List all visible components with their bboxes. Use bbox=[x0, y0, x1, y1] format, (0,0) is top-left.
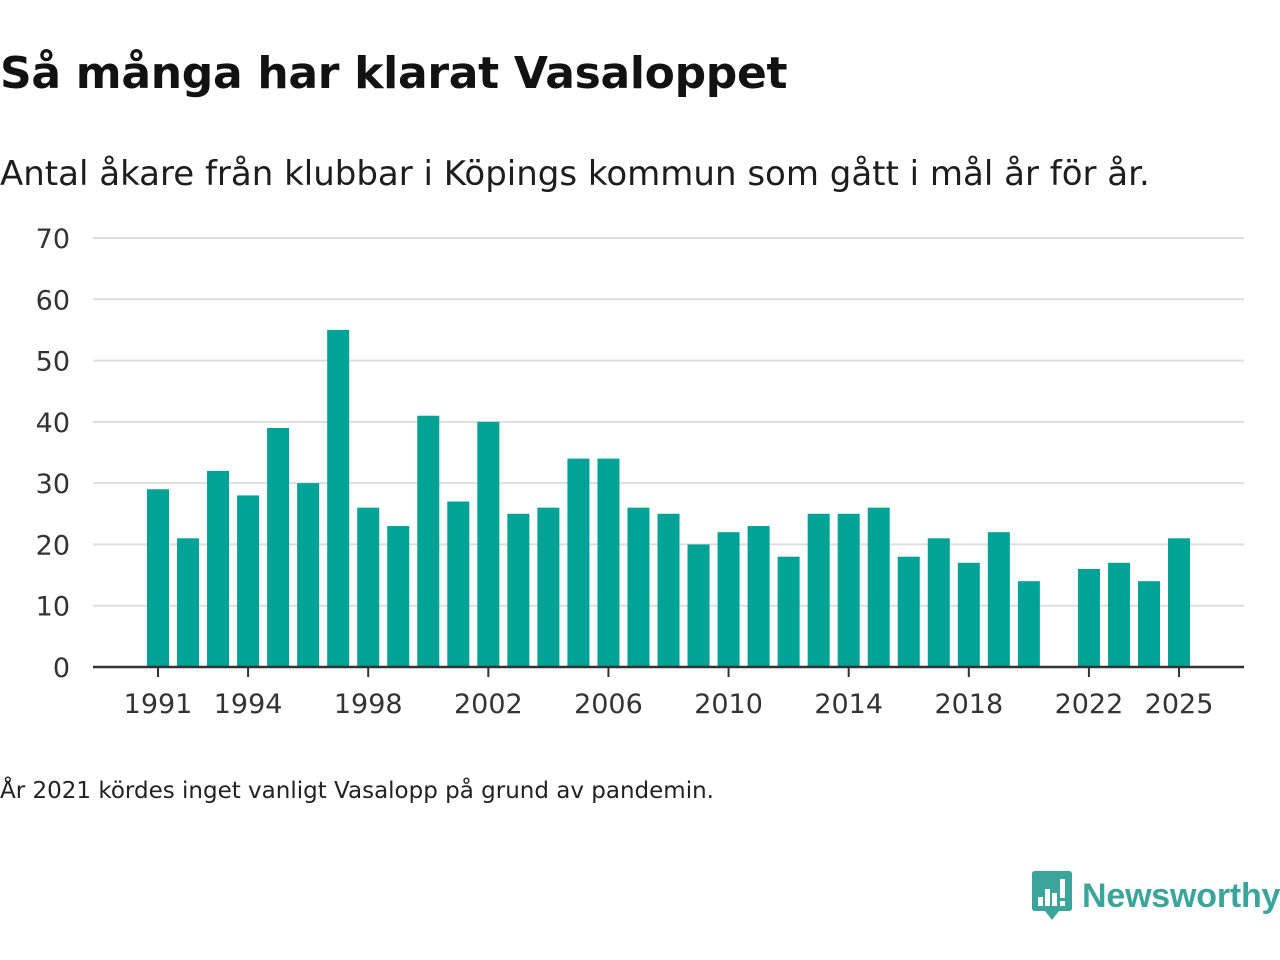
bar-1995 bbox=[267, 427, 290, 667]
x-tick-label: 2022 bbox=[1055, 689, 1124, 720]
bar-2002 bbox=[477, 421, 500, 667]
y-axis-labels: 0 10 20 30 40 50 60 70 bbox=[36, 224, 70, 684]
bar-2010 bbox=[717, 532, 740, 667]
bar-2023 bbox=[1107, 562, 1130, 667]
x-tick-label: 2006 bbox=[574, 689, 643, 720]
bar-2005 bbox=[567, 458, 590, 667]
bar-2013 bbox=[807, 513, 830, 667]
x-tick-label: 2018 bbox=[934, 689, 1003, 720]
bar-1994 bbox=[237, 495, 260, 667]
x-tick-label: 1998 bbox=[334, 689, 403, 720]
bar-2006 bbox=[597, 458, 620, 667]
x-tick-label: 2014 bbox=[814, 689, 883, 720]
x-tick-label: 2010 bbox=[694, 689, 763, 720]
y-tick-label: 40 bbox=[36, 408, 70, 439]
bar-chart: 0 10 20 30 40 50 60 70 1991 1994 1998 2002 2006 2010… bbox=[36, 224, 1244, 720]
bar-2014 bbox=[837, 513, 860, 667]
bar-2020 bbox=[1017, 581, 1040, 667]
bar-2011 bbox=[747, 526, 770, 667]
x-tick-label: 1994 bbox=[214, 689, 283, 720]
newsworthy-logo-icon bbox=[1032, 871, 1072, 920]
bar-2017 bbox=[927, 538, 950, 667]
x-axis-labels: 1991 1994 1998 2002 2006 2010 2014 2018 2022 2025 bbox=[124, 689, 1214, 720]
x-tick-label: 2002 bbox=[454, 689, 523, 720]
bar-1996 bbox=[297, 483, 320, 667]
bar-2003 bbox=[507, 513, 530, 667]
bar-1998 bbox=[357, 507, 380, 667]
y-tick-label: 20 bbox=[36, 530, 70, 561]
bar-2000 bbox=[417, 415, 440, 667]
bar-2001 bbox=[447, 501, 470, 667]
y-tick-label: 50 bbox=[36, 347, 70, 378]
brand-name: Newsworthy bbox=[1082, 876, 1280, 915]
chart-footnote: År 2021 kördes inget vanligt Vasalopp på… bbox=[0, 778, 714, 804]
bar-2016 bbox=[897, 556, 920, 667]
y-tick-label: 70 bbox=[36, 224, 70, 255]
chart-title: Så många har klarat Vasaloppet bbox=[0, 48, 788, 99]
bar-2015 bbox=[867, 507, 890, 667]
brand-logo: Newsworthy bbox=[1032, 870, 1280, 922]
chart-subtitle: Antal åkare från klubbar i Köpings kommu… bbox=[0, 154, 1150, 194]
bar-1997 bbox=[327, 329, 350, 667]
x-axis-ticks bbox=[157, 667, 1181, 677]
y-tick-label: 30 bbox=[36, 469, 70, 500]
bar-2008 bbox=[657, 513, 680, 667]
bars bbox=[147, 329, 1191, 667]
bar-1992 bbox=[177, 538, 200, 667]
y-tick-label: 10 bbox=[36, 592, 70, 623]
bar-2009 bbox=[687, 544, 710, 667]
bar-2004 bbox=[537, 507, 560, 667]
bar-2022 bbox=[1077, 568, 1100, 667]
bar-1993 bbox=[207, 470, 230, 667]
x-tick-label: 2025 bbox=[1145, 689, 1214, 720]
y-tick-label: 0 bbox=[53, 653, 70, 684]
bar-1999 bbox=[387, 526, 410, 667]
bar-1991 bbox=[147, 489, 169, 667]
bar-2018 bbox=[957, 562, 980, 667]
bar-2024 bbox=[1137, 581, 1160, 667]
x-tick-label: 1991 bbox=[124, 689, 193, 720]
bar-2012 bbox=[777, 556, 800, 667]
bar-2025 bbox=[1168, 538, 1191, 667]
bar-2019 bbox=[987, 532, 1010, 667]
y-tick-label: 60 bbox=[36, 285, 70, 316]
bar-2007 bbox=[627, 507, 650, 667]
